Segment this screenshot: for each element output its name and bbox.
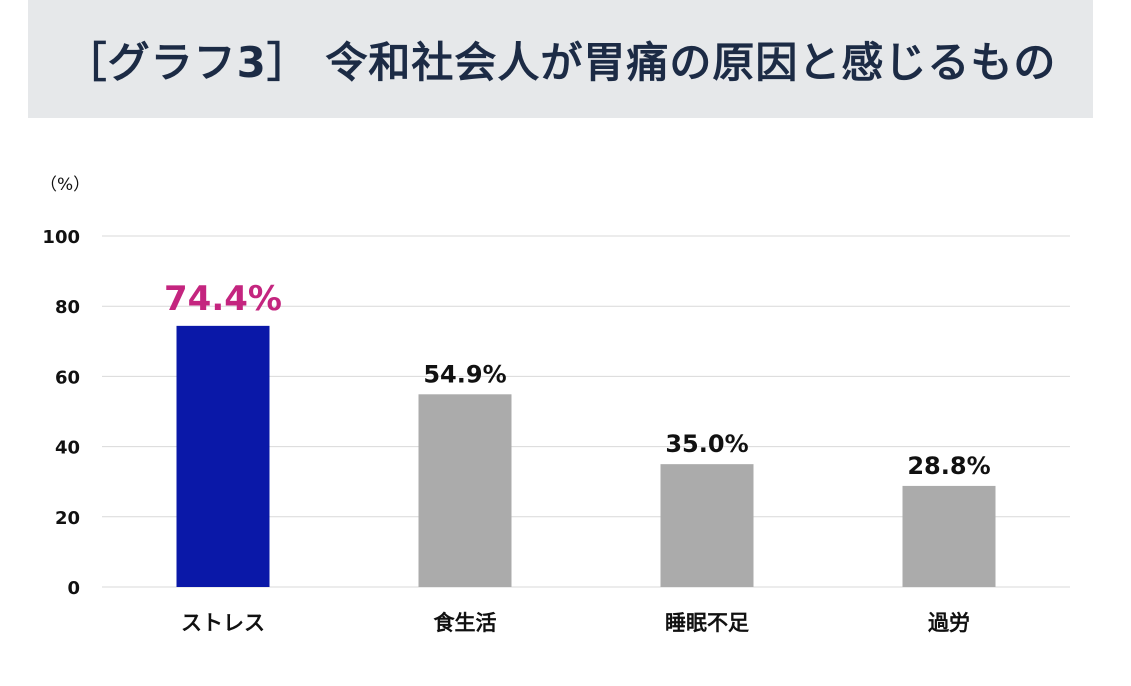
bar [418, 394, 512, 587]
category-label: 食生活 [434, 611, 497, 635]
title-bar: ［グラフ3］ 令和社会人が胃痛の原因と感じるもの [28, 0, 1093, 118]
data-label: 74.4% [164, 279, 282, 319]
y-axis-ticks: 0 20 40 60 80 100 [42, 227, 80, 599]
data-labels: 74.4% 54.9% 35.0% 28.8% [164, 279, 991, 480]
data-label: 28.8% [907, 452, 990, 480]
category-label: 睡眠不足 [665, 611, 749, 635]
y-tick-label: 80 [55, 297, 80, 318]
y-axis-unit-label: （%） [40, 175, 90, 195]
data-label: 54.9% [423, 360, 506, 388]
chart-title: ［グラフ3］ 令和社会人が胃痛の原因と感じるもの [64, 37, 1057, 87]
category-label: 過労 [928, 611, 970, 635]
y-tick-label: 20 [55, 508, 80, 529]
data-label: 35.0% [665, 430, 748, 458]
category-label: ストレス [181, 611, 265, 635]
bar [176, 325, 270, 587]
y-tick-label: 60 [55, 367, 80, 388]
category-labels: ストレス 食生活 睡眠不足 過労 [181, 611, 970, 635]
y-tick-label: 100 [42, 227, 80, 248]
bar [660, 464, 754, 587]
bars [176, 325, 996, 587]
y-tick-label: 40 [55, 438, 80, 459]
bar [902, 485, 996, 587]
y-tick-label: 0 [67, 578, 80, 599]
